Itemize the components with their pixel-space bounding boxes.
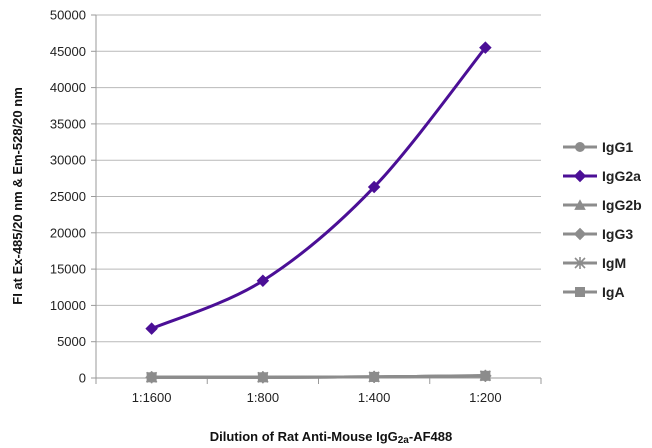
data-point-igg2a (367, 180, 381, 194)
legend-marker-iga (575, 287, 585, 297)
axes (91, 14, 542, 384)
x-tick-label: 1:400 (358, 390, 391, 405)
data-point-iga (257, 372, 268, 383)
data-point-iga (369, 371, 380, 382)
x-axis-title: Dilution of Rat Anti-Mouse IgG2a-AF488 (210, 429, 452, 446)
series-line-iga (150, 374, 487, 379)
y-tick-label: 10000 (50, 298, 86, 313)
series (145, 41, 492, 384)
y-tick-label: 45000 (50, 44, 86, 59)
y-tick-label: 30000 (50, 153, 86, 168)
x-axis-title-suffix: -AF488 (409, 429, 452, 444)
series-line-igg2a (150, 46, 487, 331)
data-point-igg2a (256, 274, 270, 287)
legend-label-igg3: IgG3 (602, 226, 633, 242)
legend-item-iga: IgA (563, 284, 625, 300)
legend-item-igm: IgM (563, 255, 626, 271)
legend-label-igm: IgM (602, 255, 626, 271)
legend-marker-igg2b (574, 199, 586, 210)
y-tick-label: 40000 (50, 80, 86, 95)
y-tick-label: 20000 (50, 225, 86, 240)
legend-item-igg2a: IgG2a (563, 168, 641, 184)
legend-label-igg1: IgG1 (602, 139, 633, 155)
legend-item-igg2b: IgG2b (563, 197, 642, 213)
y-tick-label: 50000 (50, 8, 86, 23)
legend-item-igg3: IgG3 (563, 226, 633, 242)
x-tick-label: 1:1600 (132, 390, 172, 405)
y-tick-label: 0 (79, 371, 86, 386)
y-tick-label: 25000 (50, 189, 86, 204)
series-igg2a (145, 41, 492, 335)
legend-marker-igg3 (573, 227, 587, 241)
legend-marker-igg2a (573, 169, 587, 183)
data-point-iga (146, 372, 157, 383)
legend-label-igg2a: IgG2a (602, 168, 641, 184)
data-point-igg2a (145, 322, 158, 335)
gridlines (96, 14, 541, 343)
data-point-igg2a (479, 41, 492, 54)
data-point-iga (480, 370, 491, 381)
x-axis-title-subscript: 2a (398, 435, 410, 446)
legend-label-igg2b: IgG2b (602, 197, 642, 213)
legend-marker-igg1 (575, 142, 585, 152)
legend-marker-igm (574, 257, 586, 269)
y-tick-labels: 0 5000 10000 15000 20000 25000 30000 35000 40000… (50, 8, 86, 386)
y-axis-title: FI at Ex-485/20 nm & Em-528/20 nm (10, 87, 25, 304)
x-tick-label: 1:800 (247, 390, 280, 405)
y-tick-label: 15000 (50, 262, 86, 277)
x-tick-label: 1:200 (469, 390, 502, 405)
x-tick-labels: 1:1600 1:800 1:400 1:200 (132, 390, 502, 405)
y-tick-label: 35000 (50, 116, 86, 131)
legend-item-igg1: IgG1 (563, 139, 633, 155)
x-axis-title-main: Dilution of Rat Anti-Mouse IgG (210, 429, 398, 444)
legend: IgG1 IgG2a IgG2b IgG3 IgM IgA (563, 139, 642, 300)
legend-label-iga: IgA (602, 284, 625, 300)
series-iga (146, 370, 491, 383)
y-tick-label: 5000 (57, 334, 86, 349)
